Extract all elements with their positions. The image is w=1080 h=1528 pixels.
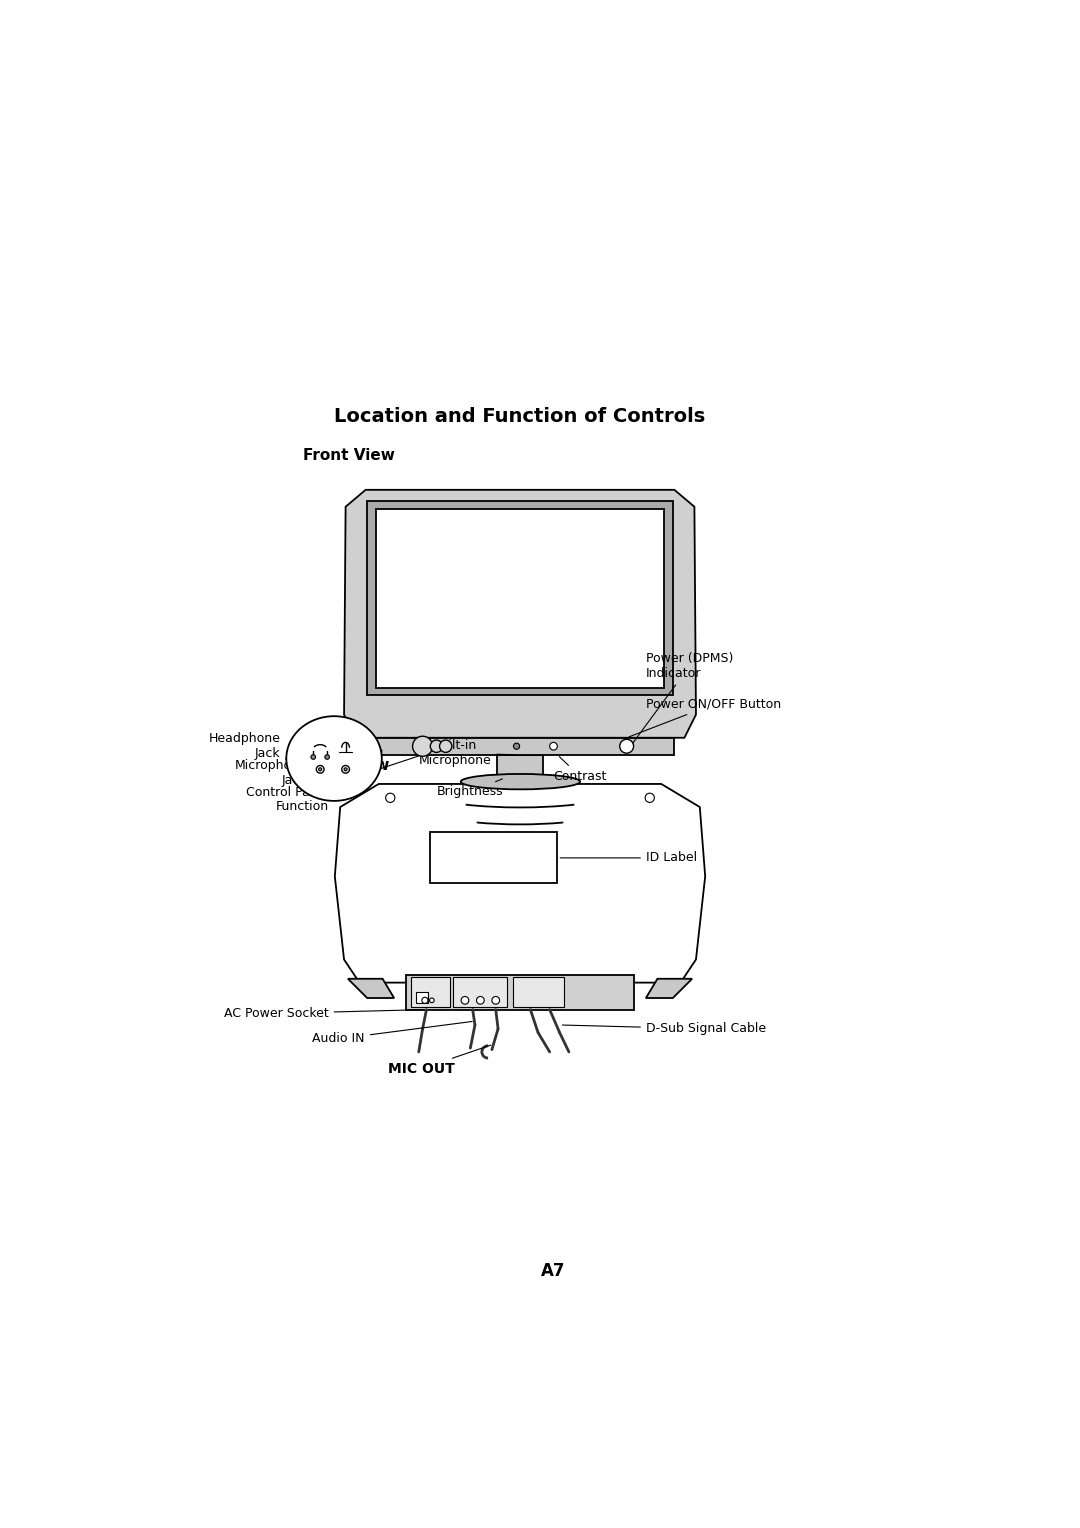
Ellipse shape bbox=[461, 775, 580, 790]
Text: Built-in
Microphone: Built-in Microphone bbox=[419, 740, 514, 767]
Circle shape bbox=[513, 743, 519, 749]
Text: ID Label: ID Label bbox=[561, 851, 697, 865]
Text: Headphone
Jack: Headphone Jack bbox=[208, 732, 314, 769]
Ellipse shape bbox=[286, 717, 382, 801]
Bar bbox=[377, 509, 663, 688]
Text: Audio IN: Audio IN bbox=[312, 1022, 472, 1045]
Circle shape bbox=[341, 766, 350, 773]
Bar bbox=[366, 738, 674, 755]
Polygon shape bbox=[335, 784, 705, 983]
Polygon shape bbox=[348, 979, 394, 998]
Text: Microphone
Jack: Microphone Jack bbox=[234, 758, 340, 787]
Text: Power ON/OFF Button: Power ON/OFF Button bbox=[630, 698, 781, 736]
Bar bbox=[406, 975, 634, 1010]
Circle shape bbox=[345, 767, 347, 770]
Text: D-Sub Signal Cable: D-Sub Signal Cable bbox=[563, 1022, 766, 1036]
Circle shape bbox=[476, 996, 484, 1004]
Bar bbox=[430, 833, 557, 883]
Circle shape bbox=[422, 998, 428, 1004]
Circle shape bbox=[620, 740, 634, 753]
Circle shape bbox=[430, 740, 443, 752]
Text: AC Power Socket: AC Power Socket bbox=[224, 1007, 423, 1019]
Circle shape bbox=[413, 736, 433, 756]
Circle shape bbox=[461, 996, 469, 1004]
Text: MIC OUT: MIC OUT bbox=[388, 1045, 490, 1076]
Bar bbox=[417, 992, 428, 1004]
Polygon shape bbox=[345, 490, 696, 738]
Text: Contrast: Contrast bbox=[554, 756, 607, 782]
Polygon shape bbox=[646, 979, 692, 998]
Text: Brightness: Brightness bbox=[437, 779, 503, 799]
Circle shape bbox=[311, 755, 315, 759]
Circle shape bbox=[316, 766, 324, 773]
Bar bbox=[454, 978, 508, 1007]
Text: Location and Function of Controls: Location and Function of Controls bbox=[334, 406, 705, 426]
Circle shape bbox=[440, 740, 451, 752]
Bar bbox=[367, 501, 673, 695]
Circle shape bbox=[491, 996, 500, 1004]
Text: Rear View: Rear View bbox=[303, 758, 390, 773]
Text: Front View: Front View bbox=[303, 448, 395, 463]
Text: Power (DPMS)
Indicator: Power (DPMS) Indicator bbox=[632, 652, 733, 744]
Circle shape bbox=[645, 793, 654, 802]
Bar bbox=[497, 755, 543, 778]
Bar bbox=[411, 978, 449, 1007]
Circle shape bbox=[319, 767, 322, 770]
Text: Control Panel
Function: Control Panel Function bbox=[245, 755, 420, 813]
Circle shape bbox=[550, 743, 557, 750]
Bar bbox=[513, 978, 564, 1007]
Circle shape bbox=[325, 755, 329, 759]
Circle shape bbox=[386, 793, 395, 802]
Text: A7: A7 bbox=[541, 1262, 566, 1280]
Circle shape bbox=[430, 998, 434, 1002]
